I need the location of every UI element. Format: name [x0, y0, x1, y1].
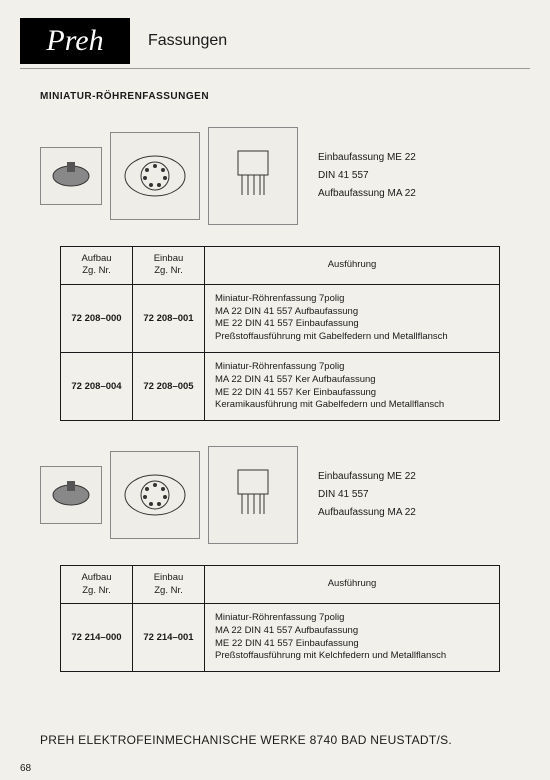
table-row: 72 208–004 72 208–005 Miniatur-Röhrenfas…	[61, 352, 500, 420]
part-desc: Miniatur-Röhrenfassung 7poligMA 22 DIN 4…	[205, 352, 500, 420]
part-desc: Miniatur-Röhrenfassung 7poligMA 22 DIN 4…	[205, 603, 500, 671]
drawing-top-view	[110, 451, 200, 539]
header-title: Fassungen	[148, 32, 227, 50]
diagram-labels-2: Einbaufassung ME 22 DIN 41 557 Aufbaufas…	[318, 468, 416, 522]
brand-logo: Preh	[20, 18, 130, 64]
col-header-ausfuehrung: Ausführung	[205, 247, 500, 285]
parts-table-2: AufbauZg. Nr. EinbauZg. Nr. Ausführung 7…	[60, 565, 500, 672]
diagram-label: Aufbaufassung MA 22	[318, 185, 416, 203]
col-header-aufbau: AufbauZg. Nr.	[61, 247, 133, 285]
diagram-block-2: Einbaufassung ME 22 DIN 41 557 Aufbaufas…	[40, 435, 550, 555]
col-header-einbau: EinbauZg. Nr.	[133, 566, 205, 604]
part-einbau: 72 208–005	[133, 352, 205, 420]
diagram-label: DIN 41 557	[318, 167, 416, 185]
technical-drawings-2	[40, 446, 298, 544]
diagram-labels-1: Einbaufassung ME 22 DIN 41 557 Aufbaufas…	[318, 149, 416, 203]
page-number: 68	[0, 763, 550, 774]
page-header: Preh Fassungen	[0, 0, 550, 64]
part-aufbau: 72 208–004	[61, 352, 133, 420]
col-header-einbau: EinbauZg. Nr.	[133, 247, 205, 285]
col-header-aufbau: AufbauZg. Nr.	[61, 566, 133, 604]
page-footer: PREH ELEKTROFEINMECHANISCHE WERKE 8740 B…	[0, 733, 550, 774]
part-aufbau: 72 214–000	[61, 603, 133, 671]
table-row: 72 214–000 72 214–001 Miniatur-Röhrenfas…	[61, 603, 500, 671]
company-line: PREH ELEKTROFEINMECHANISCHE WERKE 8740 B…	[0, 733, 550, 747]
part-desc: Miniatur-Röhrenfassung 7poligMA 22 DIN 4…	[205, 284, 500, 352]
drawing-top-view	[110, 132, 200, 220]
table-row: 72 208–000 72 208–001 Miniatur-Röhrenfas…	[61, 284, 500, 352]
part-aufbau: 72 208–000	[61, 284, 133, 352]
diagram-label: Einbaufassung ME 22	[318, 468, 416, 486]
parts-table-1: AufbauZg. Nr. EinbauZg. Nr. Ausführung 7…	[60, 246, 500, 421]
diagram-label: DIN 41 557	[318, 486, 416, 504]
diagram-label: Einbaufassung ME 22	[318, 149, 416, 167]
drawing-side-view	[208, 127, 298, 225]
side-view-icon	[214, 133, 292, 219]
top-view-icon	[116, 457, 194, 533]
part-einbau: 72 208–001	[133, 284, 205, 352]
section-title: MINIATUR-RÖHRENFASSUNGEN	[40, 91, 550, 102]
drawing-side-view	[208, 446, 298, 544]
diagram-label: Aufbaufassung MA 22	[318, 504, 416, 522]
technical-drawings-1	[40, 127, 298, 225]
diagram-block-1: Einbaufassung ME 22 DIN 41 557 Aufbaufas…	[40, 116, 550, 236]
socket-icon	[46, 156, 96, 196]
drawing-socket-photo	[40, 147, 102, 205]
header-rule	[20, 68, 530, 69]
top-view-icon	[116, 138, 194, 214]
drawing-socket-photo	[40, 466, 102, 524]
socket-icon	[46, 475, 96, 515]
col-header-ausfuehrung: Ausführung	[205, 566, 500, 604]
part-einbau: 72 214–001	[133, 603, 205, 671]
side-view-icon	[214, 452, 292, 538]
